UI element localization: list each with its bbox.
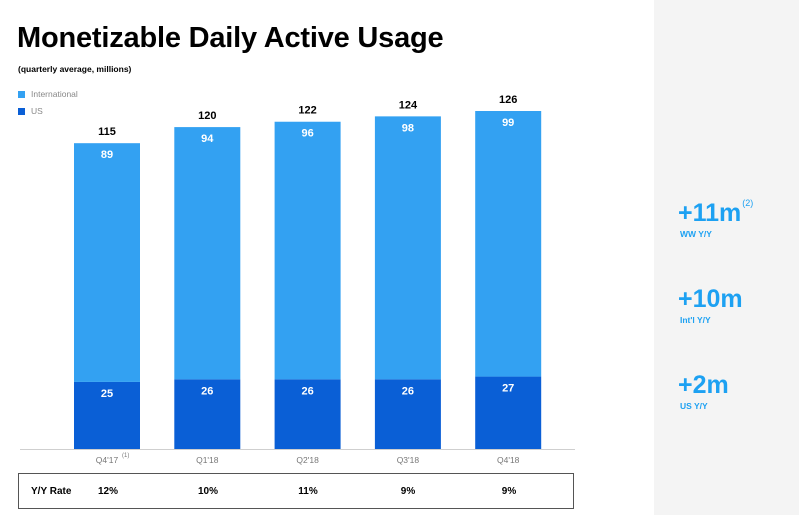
x-tick-q1-18: Q1'18 [196, 455, 219, 465]
legend-swatch-international [18, 90, 25, 98]
yoy-rate-q2-18: 11% [298, 486, 318, 497]
summary-panel: +11m(2) WW Y/Y +10m Int'l Y/Y +2m US Y/Y [654, 0, 799, 515]
stat-ww-value: +11m [678, 199, 742, 227]
label-total-q4-18: 126 [499, 94, 517, 106]
stat-us-label: US Y/Y [680, 401, 708, 411]
legend-label-international: International [31, 89, 78, 99]
label-international-q4-18: 99 [502, 117, 514, 129]
bar-international-q3-18 [374, 116, 441, 380]
stat-intl-value: +10m [678, 285, 743, 313]
bar-us-q1-18 [174, 379, 241, 449]
x-tick-q2-18: Q2'18 [296, 455, 319, 465]
label-total-q2-18: 122 [298, 105, 316, 117]
bar-chart: 25 89 115 Q4'17 (1) 26 94 120 Q1'18 26 96 122 Q2'18 2… [20, 94, 575, 465]
yoy-rate-q1-18: 10% [197, 486, 218, 497]
bar-us-q2-18 [274, 379, 341, 449]
bar-us-q3-18 [374, 379, 441, 449]
legend-item-us: US [18, 105, 78, 117]
legend: International US [18, 88, 78, 122]
label-international-q4-17: 89 [101, 149, 113, 161]
bar-international-q4-18 [475, 111, 542, 377]
legend-swatch-us [18, 107, 25, 115]
yoy-rate-q4-18: 9% [501, 486, 517, 497]
bar-international-q4-17 [74, 143, 140, 382]
bar-us-q4-17 [74, 381, 140, 449]
label-us-q2-18: 26 [301, 385, 313, 397]
x-tick-q4-17: Q4'17 [96, 455, 119, 465]
stat-ww-label: WW Y/Y [680, 229, 712, 239]
x-tick-footnote-q4-17: (1) [122, 453, 129, 459]
chart-title: Monetizable Daily Active Usage [17, 22, 444, 54]
yoy-rate-q4-17: 12% [97, 486, 118, 497]
stat-intl-label: Int'l Y/Y [680, 315, 711, 325]
label-total-q3-18: 124 [399, 99, 418, 111]
stat-ww-footnote: (2) [742, 198, 754, 208]
label-us-q1-18: 26 [201, 385, 213, 397]
label-international-q2-18: 96 [301, 128, 313, 140]
label-us-q3-18: 26 [402, 385, 414, 397]
label-us-q4-18: 27 [502, 383, 514, 395]
legend-label-us: US [31, 106, 43, 116]
bar-international-q1-18 [174, 127, 241, 380]
yoy-rate-label: Y/Y Rate [31, 486, 72, 497]
bar-international-q2-18 [274, 121, 341, 380]
stat-us-value: +2m [678, 371, 729, 399]
label-total-q4-17: 115 [98, 126, 116, 138]
x-tick-q4-18: Q4'18 [497, 455, 520, 465]
legend-item-international: International [18, 88, 78, 100]
label-us-q4-17: 25 [101, 388, 113, 400]
label-international-q3-18: 98 [402, 122, 414, 134]
bar-us-q4-18 [475, 376, 542, 449]
yoy-rate-q3-18: 9% [400, 486, 416, 497]
stat-intl: +10m Int'l Y/Y [678, 285, 743, 326]
stat-ww: +11m(2) WW Y/Y [678, 198, 754, 240]
x-tick-q3-18: Q3'18 [397, 455, 420, 465]
chart-subtitle: (quarterly average, millions) [18, 64, 132, 74]
label-international-q1-18: 94 [201, 133, 214, 145]
yoy-rate-row: Y/Y Rate 12% 10% 11% 9% 9% [18, 473, 574, 509]
stat-us: +2m US Y/Y [678, 371, 729, 412]
label-total-q1-18: 120 [198, 110, 216, 122]
